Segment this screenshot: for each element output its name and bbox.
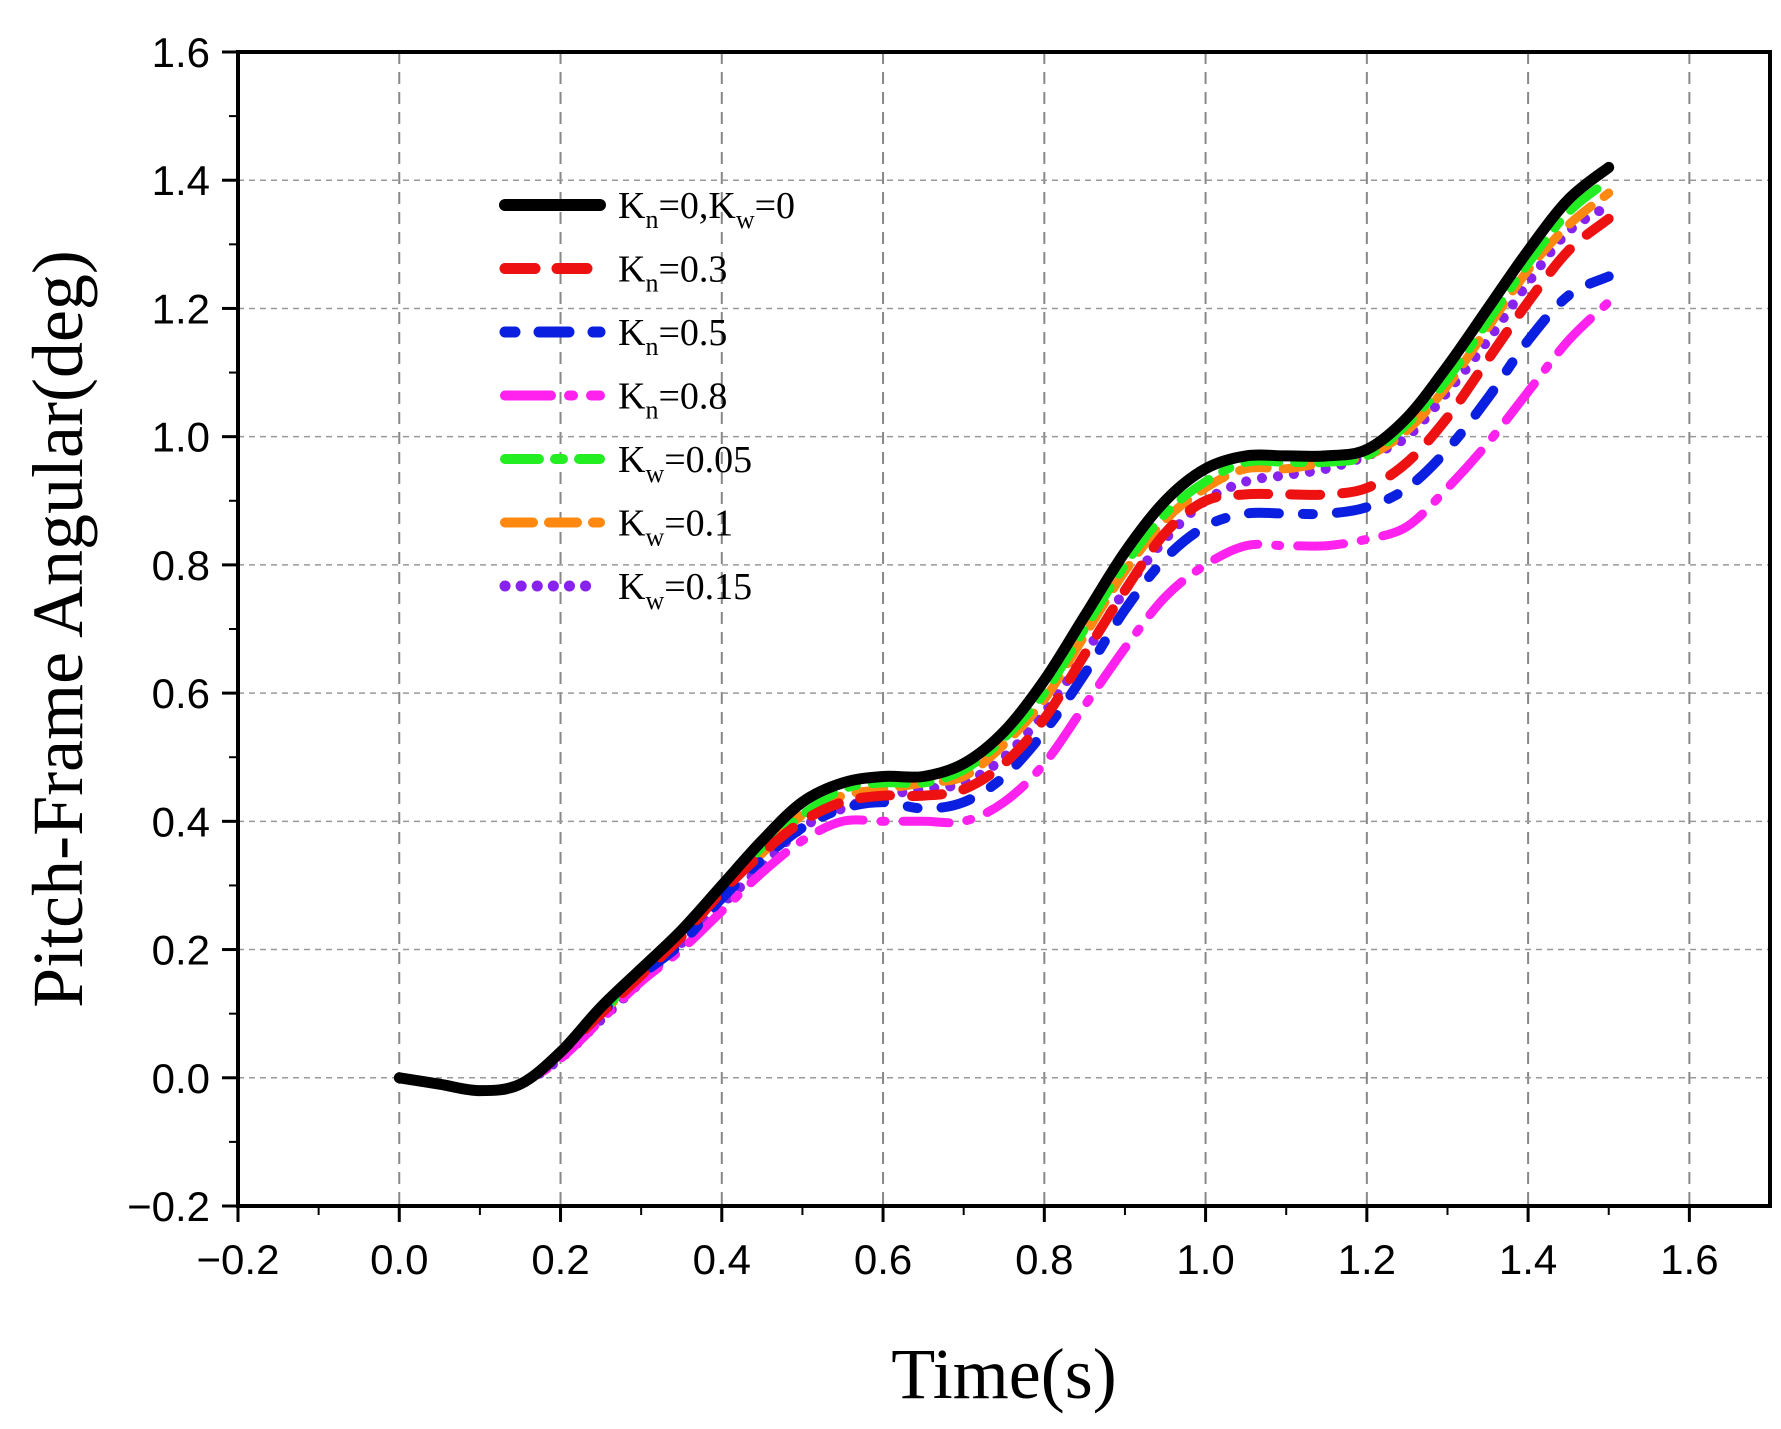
y-tick-label: −0.2 [127,1183,210,1230]
y-tick-label: 0.2 [152,927,210,974]
x-tick-label: 1.6 [1660,1236,1718,1283]
legend-label-7: Kw=0.15 [618,566,752,615]
y-axis-title: Pitch-Frame Angular(deg) [18,250,98,1008]
x-tick-label: 1.2 [1338,1236,1396,1283]
y-tick-label: 0.0 [152,1055,210,1102]
x-axis-title: Time(s) [891,1334,1116,1414]
x-tick-label: 1.0 [1176,1236,1234,1283]
y-tick-label: 1.6 [152,29,210,76]
plot-frame [236,50,1772,1208]
x-tick-label: −0.2 [197,1236,280,1283]
series-line-5 [394,175,1614,1096]
grid [238,52,1770,1206]
x-tick-label: 0.4 [693,1236,751,1283]
series-line-7 [394,200,1614,1096]
y-tick-label: 1.4 [152,157,210,204]
y-tick-label: 0.8 [152,542,210,589]
y-tick-label: 1.0 [152,414,210,461]
legend-label-4: Kn=0.8 [618,376,727,425]
axis-ticks: −0.2 0.0 0.2 0.4 0.6 0.8 1.0 1.2 1.4 1.6 −0.2 0.0 0.… [127,29,1718,1283]
x-tick-label: 0.8 [1015,1236,1073,1283]
x-tick-label: 0.6 [854,1236,912,1283]
x-tick-label: 0.2 [531,1236,589,1283]
legend-label-2: Kn=0.3 [618,249,727,298]
series-line-4 [394,297,1614,1096]
legend-label-6: Kw=0.1 [618,503,733,552]
series-group [393,161,1615,1097]
y-tick-label: 0.4 [152,798,210,845]
series-line-2 [394,213,1614,1096]
series-line-1 [393,161,1615,1097]
x-tick-label: 1.4 [1499,1236,1557,1283]
series-line-6 [394,188,1614,1096]
legend-label-1: Kn=0,Kw=0 [618,185,795,234]
y-tick-label: 0.6 [152,670,210,717]
y-tick-label: 1.2 [152,285,210,332]
legend-label-5: Kw=0.05 [618,439,752,488]
x-tick-label: 0.0 [370,1236,428,1283]
legend: Kn=0,Kw=0 Kn=0.3 Kn=0.5 Kn=0.8 Kw=0.05 Kw=0.1… [499,185,795,615]
legend-label-3: Kn=0.5 [618,312,727,361]
